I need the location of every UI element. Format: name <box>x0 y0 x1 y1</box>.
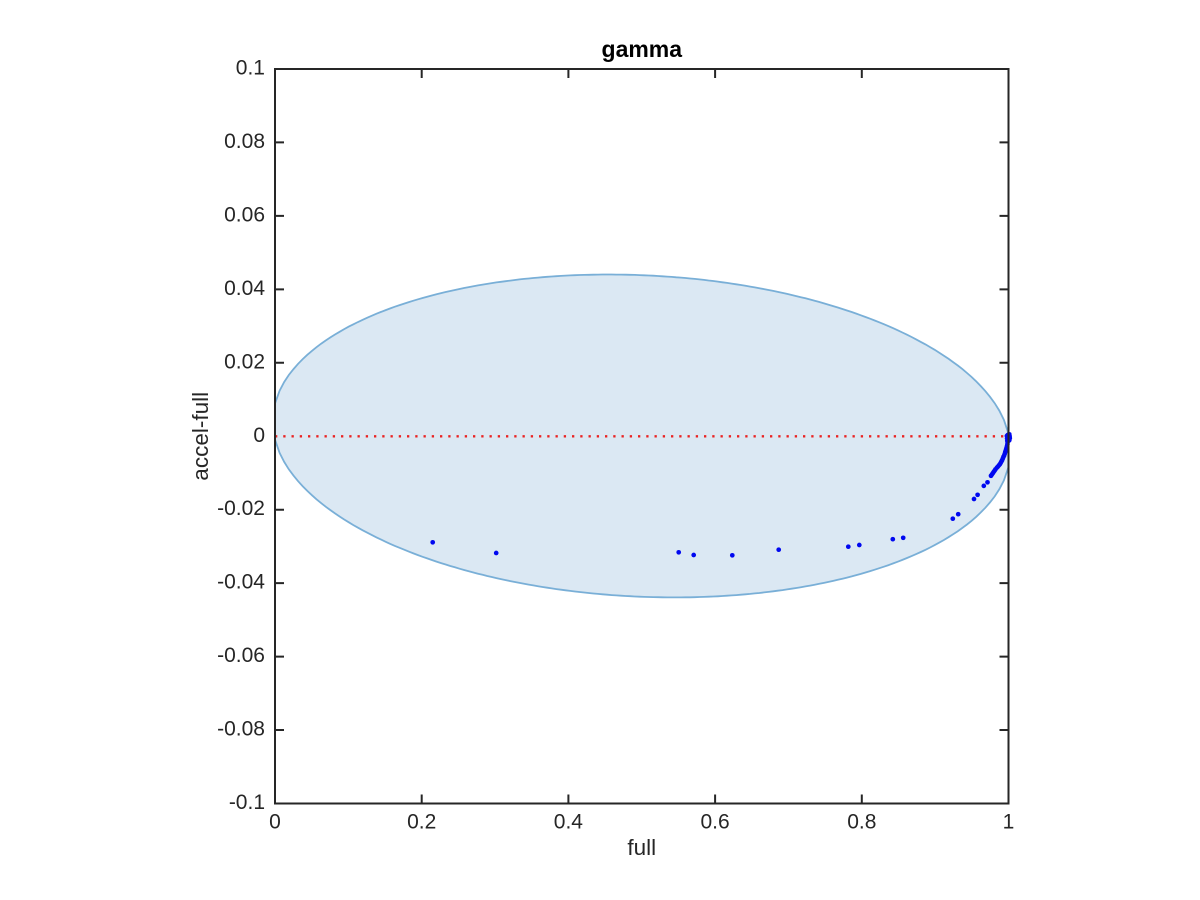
svg-text:-0.02: -0.02 <box>217 497 265 520</box>
svg-text:0.08: 0.08 <box>224 130 265 153</box>
svg-text:accel-full: accel-full <box>188 392 213 481</box>
svg-text:0.4: 0.4 <box>554 810 584 833</box>
svg-text:0.1: 0.1 <box>236 57 265 80</box>
svg-text:0.04: 0.04 <box>224 277 265 300</box>
svg-text:1: 1 <box>1003 810 1015 833</box>
svg-text:full: full <box>627 835 656 860</box>
svg-text:-0.04: -0.04 <box>217 571 265 594</box>
svg-text:-0.06: -0.06 <box>217 644 265 667</box>
svg-text:0.06: 0.06 <box>224 203 265 226</box>
svg-text:gamma: gamma <box>602 36 683 62</box>
svg-text:0: 0 <box>269 810 281 833</box>
svg-text:-0.08: -0.08 <box>217 718 265 741</box>
svg-text:0.02: 0.02 <box>224 350 265 373</box>
svg-text:-0.1: -0.1 <box>229 791 265 814</box>
svg-text:0.8: 0.8 <box>847 810 876 833</box>
svg-text:0.6: 0.6 <box>700 810 729 833</box>
svg-text:0.2: 0.2 <box>407 810 436 833</box>
svg-text:0: 0 <box>253 424 265 447</box>
